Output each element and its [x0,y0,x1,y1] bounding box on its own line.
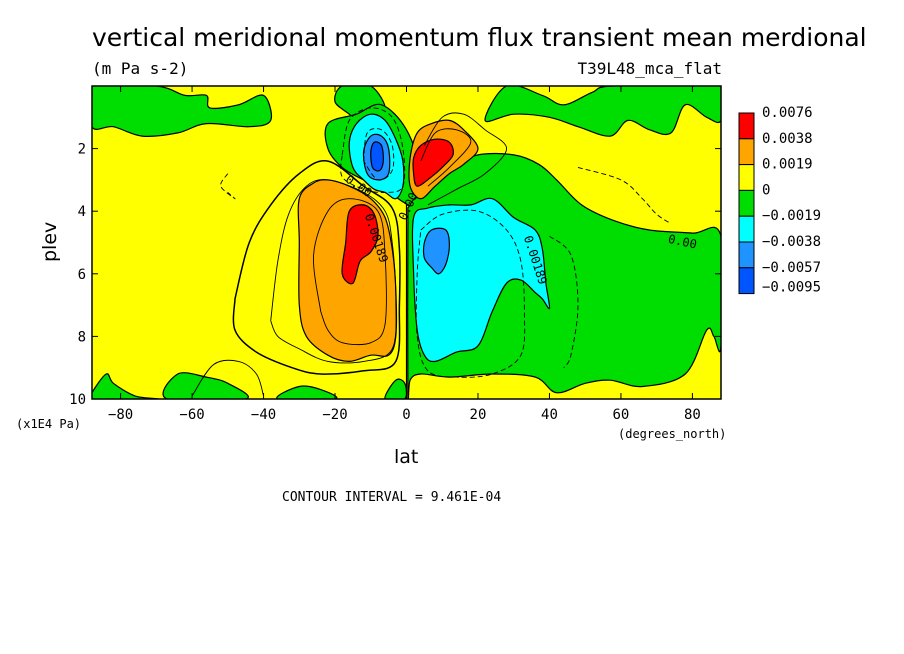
contour-line [363,128,395,181]
x-tick-label: −60 [179,407,204,423]
y-tick-label: 2 [78,142,86,158]
legend-swatch [738,241,755,269]
contour-line [577,166,672,225]
legend-label: 0.0076 [762,105,813,121]
contour-interval: CONTOUR INTERVAL = 9.461E-04 [282,490,501,505]
x-axis-label: lat [394,446,418,468]
legend-label: −0.0038 [762,234,821,250]
y-tick-label: 4 [78,204,86,220]
chart-units: (m Pa s-2) [92,59,188,78]
contour-region [484,86,721,137]
legend-label: 0.0019 [762,157,813,173]
legend-label: −0.0019 [762,208,821,224]
x-tick-label: 0 [402,407,410,423]
contour-label: 0.00 [667,232,698,252]
contour-line [313,198,387,346]
contour-line [549,235,579,368]
x-tick-label: −40 [251,407,276,423]
x-tick-label: 20 [470,407,487,423]
contour-region [92,373,159,399]
chart-title: vertical meridional momentum flux transi… [92,23,867,52]
y-tick-label: 6 [78,267,86,283]
contour-region [341,204,379,285]
contour-line [415,209,526,378]
y-axis-units: (x1E4 Pa) [16,417,81,431]
contour-region [412,138,454,187]
x-tick-label: 80 [684,407,701,423]
contour-region [276,385,338,399]
x-tick-label: −20 [322,407,347,423]
x-tick-label: 40 [541,407,558,423]
x-tick-label: 60 [613,407,630,423]
contour-line [420,128,472,187]
contour-line [340,107,406,193]
legend-swatch [738,189,755,217]
y-axis-label: plev [39,222,61,262]
legend-label: −0.0057 [762,260,821,276]
legend-label: 0 [762,182,770,198]
legend-swatch [738,215,755,243]
contour-region [92,86,272,137]
contour-line [424,112,508,206]
contour-line [191,359,264,397]
contour-region [370,141,384,172]
contour-region [162,372,249,399]
legend-label: 0.0038 [762,131,813,147]
contour-region [422,227,451,275]
legend-label: −0.0095 [762,280,821,296]
y-tick-label: 8 [78,329,86,345]
x-tick-label: −80 [108,407,133,423]
legend-swatch [738,112,755,140]
contour-line [220,173,236,200]
contour-region [384,378,408,399]
dataset-label: T39L48_mca_flat [578,59,723,78]
legend-swatch [738,267,755,295]
legend-swatch [738,138,755,166]
color-legend: 0.0076 0.0038 0.0019 0 −0.0019 −0.0038 −0.0057… [738,105,821,296]
contour-line [232,159,401,375]
y-tick-label: 10 [69,392,86,408]
x-axis-units: (degrees_north) [618,427,726,441]
contour-line [270,179,397,364]
legend-swatch [738,164,755,191]
